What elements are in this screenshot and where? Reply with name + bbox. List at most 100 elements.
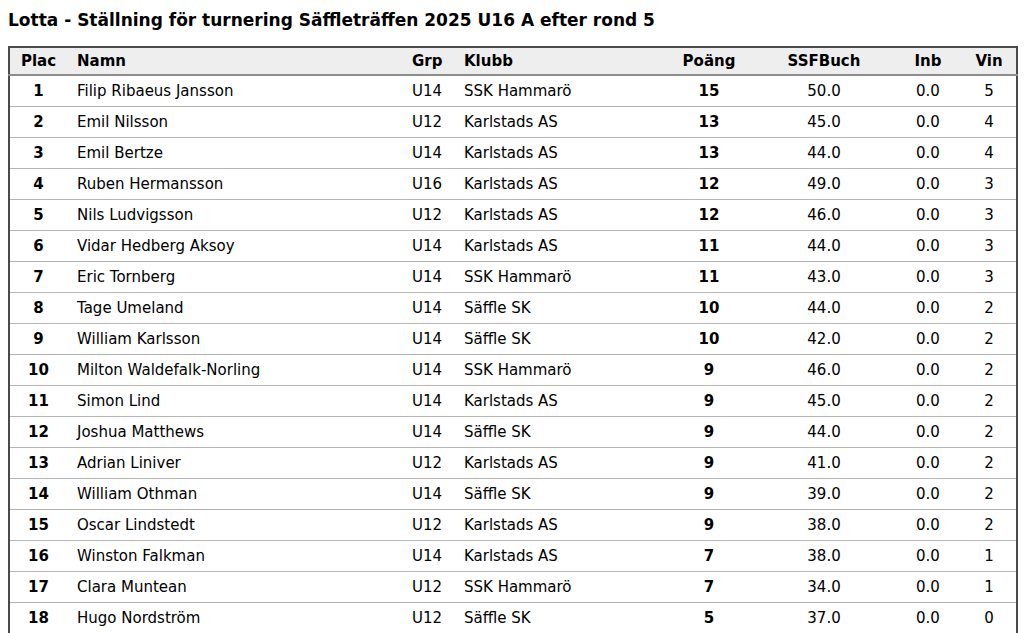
cell-inb: 0.0 [894, 293, 962, 324]
column-header-ssfbuch: SSFBuch [754, 47, 894, 75]
cell-plac: 10 [9, 355, 67, 386]
cell-vin: 2 [962, 324, 1017, 355]
cell-inb: 0.0 [894, 541, 962, 572]
cell-poang: 9 [664, 479, 754, 510]
cell-inb: 0.0 [894, 324, 962, 355]
cell-klubb: Säffle SK [449, 293, 664, 324]
cell-vin: 2 [962, 417, 1017, 448]
cell-ssfbuch: 44.0 [754, 417, 894, 448]
cell-poang: 13 [664, 107, 754, 138]
cell-ssfbuch: 44.0 [754, 138, 894, 169]
cell-inb: 0.0 [894, 572, 962, 603]
cell-klubb: SSK Hammarö [449, 75, 664, 107]
cell-plac: 5 [9, 200, 67, 231]
cell-klubb: Karlstads AS [449, 200, 664, 231]
cell-grp: U14 [397, 324, 449, 355]
cell-grp: U14 [397, 417, 449, 448]
cell-grp: U14 [397, 75, 449, 107]
cell-vin: 4 [962, 107, 1017, 138]
cell-grp: U12 [397, 200, 449, 231]
table-row: 4 Ruben Hermansson U16 Karlstads AS 12 4… [9, 169, 1017, 200]
cell-klubb: Säffle SK [449, 324, 664, 355]
cell-poang: 12 [664, 200, 754, 231]
cell-vin: 2 [962, 355, 1017, 386]
cell-poang: 12 [664, 169, 754, 200]
cell-klubb: Säffle SK [449, 603, 664, 633]
cell-grp: U16 [397, 169, 449, 200]
cell-vin: 3 [962, 200, 1017, 231]
cell-namn: Tage Umeland [67, 293, 397, 324]
cell-namn: Eric Tornberg [67, 262, 397, 293]
cell-plac: 9 [9, 324, 67, 355]
cell-plac: 11 [9, 386, 67, 417]
cell-poang: 10 [664, 293, 754, 324]
column-header-vin: Vin [962, 47, 1017, 75]
cell-namn: Winston Falkman [67, 541, 397, 572]
cell-inb: 0.0 [894, 386, 962, 417]
cell-poang: 9 [664, 417, 754, 448]
cell-plac: 2 [9, 107, 67, 138]
table-row: 10 Milton Waldefalk-Norling U14 SSK Hamm… [9, 355, 1017, 386]
table-row: 16 Winston Falkman U14 Karlstads AS 7 38… [9, 541, 1017, 572]
cell-poang: 5 [664, 603, 754, 633]
cell-namn: Hugo Nordström [67, 603, 397, 633]
cell-vin: 4 [962, 138, 1017, 169]
cell-ssfbuch: 43.0 [754, 262, 894, 293]
cell-inb: 0.0 [894, 448, 962, 479]
cell-grp: U12 [397, 510, 449, 541]
cell-inb: 0.0 [894, 417, 962, 448]
cell-poang: 9 [664, 386, 754, 417]
cell-grp: U14 [397, 355, 449, 386]
cell-vin: 0 [962, 603, 1017, 633]
cell-plac: 8 [9, 293, 67, 324]
cell-ssfbuch: 46.0 [754, 355, 894, 386]
cell-plac: 17 [9, 572, 67, 603]
cell-klubb: Karlstads AS [449, 386, 664, 417]
cell-vin: 1 [962, 572, 1017, 603]
table-row: 2 Emil Nilsson U12 Karlstads AS 13 45.0 … [9, 107, 1017, 138]
cell-plac: 13 [9, 448, 67, 479]
cell-klubb: SSK Hammarö [449, 262, 664, 293]
cell-grp: U12 [397, 572, 449, 603]
cell-ssfbuch: 37.0 [754, 603, 894, 633]
cell-ssfbuch: 42.0 [754, 324, 894, 355]
cell-namn: Milton Waldefalk-Norling [67, 355, 397, 386]
table-header: Plac Namn Grp Klubb Poäng SSFBuch Inb Vi… [9, 47, 1017, 75]
cell-klubb: SSK Hammarö [449, 572, 664, 603]
table-row: 1 Filip Ribaeus Jansson U14 SSK Hammarö … [9, 75, 1017, 107]
cell-plac: 6 [9, 231, 67, 262]
cell-klubb: Karlstads AS [449, 138, 664, 169]
cell-klubb: Karlstads AS [449, 541, 664, 572]
cell-grp: U12 [397, 603, 449, 633]
cell-klubb: SSK Hammarö [449, 355, 664, 386]
column-header-plac: Plac [9, 47, 67, 75]
cell-ssfbuch: 39.0 [754, 479, 894, 510]
column-header-klubb: Klubb [449, 47, 664, 75]
cell-grp: U14 [397, 386, 449, 417]
cell-ssfbuch: 44.0 [754, 231, 894, 262]
cell-poang: 9 [664, 510, 754, 541]
cell-vin: 3 [962, 262, 1017, 293]
cell-plac: 1 [9, 75, 67, 107]
cell-inb: 0.0 [894, 200, 962, 231]
cell-poang: 7 [664, 572, 754, 603]
table-row: 7 Eric Tornberg U14 SSK Hammarö 11 43.0 … [9, 262, 1017, 293]
cell-grp: U14 [397, 541, 449, 572]
column-header-grp: Grp [397, 47, 449, 75]
cell-klubb: Karlstads AS [449, 169, 664, 200]
cell-inb: 0.0 [894, 262, 962, 293]
table-row: 18 Hugo Nordström U12 Säffle SK 5 37.0 0… [9, 603, 1017, 633]
cell-namn: Vidar Hedberg Aksoy [67, 231, 397, 262]
cell-namn: Simon Lind [67, 386, 397, 417]
cell-vin: 2 [962, 479, 1017, 510]
cell-poang: 9 [664, 448, 754, 479]
cell-inb: 0.0 [894, 169, 962, 200]
cell-inb: 0.0 [894, 355, 962, 386]
cell-klubb: Säffle SK [449, 479, 664, 510]
cell-vin: 3 [962, 169, 1017, 200]
cell-namn: Ruben Hermansson [67, 169, 397, 200]
cell-grp: U12 [397, 448, 449, 479]
table-row: 15 Oscar Lindstedt U12 Karlstads AS 9 38… [9, 510, 1017, 541]
cell-plac: 15 [9, 510, 67, 541]
table-header-row: Plac Namn Grp Klubb Poäng SSFBuch Inb Vi… [9, 47, 1017, 75]
